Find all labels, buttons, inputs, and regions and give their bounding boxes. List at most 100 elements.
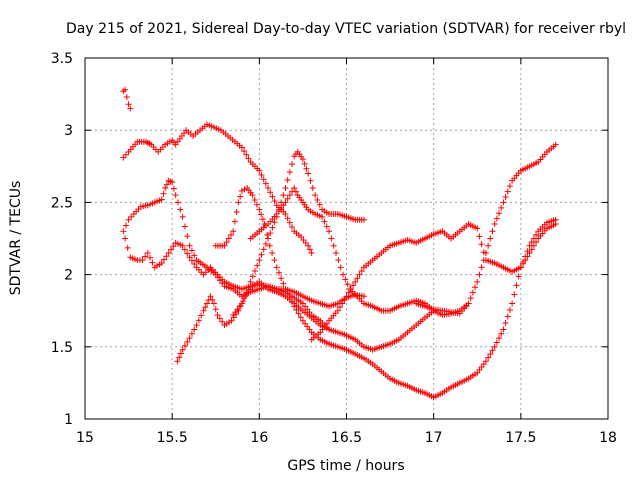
data-point [158, 196, 165, 203]
data-point [496, 210, 503, 217]
x-tick-label: 16.5 [331, 430, 362, 446]
data-point [360, 216, 367, 223]
data-point [269, 224, 276, 231]
data-point [509, 300, 516, 307]
data-point [552, 221, 559, 228]
data-point [493, 215, 500, 222]
data-point [347, 286, 354, 293]
data-point [260, 246, 267, 253]
data-point [184, 233, 191, 240]
data-point [271, 219, 278, 226]
data-point [254, 262, 261, 269]
data-point [275, 269, 282, 276]
data-point [273, 213, 280, 220]
data-point [480, 257, 487, 264]
x-tick-label: 15.5 [157, 430, 188, 446]
x-tick-label: 17 [425, 430, 443, 446]
data-point [237, 193, 244, 200]
data-point [144, 249, 151, 256]
data-point [469, 289, 476, 296]
data-point [241, 295, 248, 302]
data-point [235, 199, 242, 206]
data-point [303, 165, 310, 172]
data-point [344, 281, 351, 288]
data-point [526, 249, 533, 256]
data-point [247, 278, 254, 285]
data-point [184, 338, 191, 345]
data-point [307, 177, 314, 184]
data-point [284, 177, 291, 184]
data-point [262, 240, 269, 247]
data-point [188, 257, 195, 264]
data-point [354, 275, 361, 282]
data-point [504, 313, 511, 320]
data-point [170, 185, 177, 192]
data-point [238, 144, 245, 151]
data-point [485, 242, 492, 249]
data-point [181, 342, 188, 349]
data-point [251, 196, 258, 203]
data-point [262, 180, 269, 187]
data-point [305, 242, 312, 249]
data-point [249, 192, 256, 199]
data-point [528, 246, 535, 253]
data-point [286, 294, 293, 301]
data-point [216, 315, 223, 322]
data-point [293, 306, 300, 313]
data-point [259, 216, 266, 223]
data-point [517, 264, 524, 271]
data-point [269, 249, 276, 256]
data-point [267, 189, 274, 196]
data-point [207, 293, 214, 300]
data-point [321, 218, 328, 225]
data-point [489, 228, 496, 235]
data-point [127, 105, 134, 112]
data-point [474, 278, 481, 285]
data-point [500, 199, 507, 206]
data-point [202, 304, 209, 311]
data-point [289, 223, 296, 230]
data-point [520, 260, 527, 267]
data-point [122, 235, 129, 242]
data-point [496, 335, 503, 342]
data-point [176, 354, 183, 361]
data-point [350, 282, 357, 289]
data-point [328, 235, 335, 242]
data-point [305, 170, 312, 177]
data-point [316, 201, 323, 208]
data-point [260, 176, 267, 183]
x-axis-title: GPS time / hours [287, 458, 404, 474]
x-tick-label: 16 [250, 430, 268, 446]
data-points [120, 86, 559, 401]
data-point [356, 271, 363, 278]
data-point [502, 319, 509, 326]
data-point [122, 86, 129, 93]
data-point [223, 239, 230, 246]
data-point [297, 314, 304, 321]
data-point [193, 322, 200, 329]
data-point [177, 206, 184, 213]
chart-title: Day 215 of 2021, Sidereal Day-to-day VTE… [66, 21, 626, 37]
data-point [306, 246, 313, 253]
data-point [123, 93, 130, 100]
data-point [308, 249, 315, 256]
data-point [326, 228, 333, 235]
data-point [211, 300, 218, 307]
data-point [258, 211, 265, 218]
data-point [139, 257, 146, 264]
data-point [147, 254, 154, 261]
data-point [241, 186, 248, 193]
data-point [179, 242, 186, 249]
y-tick-label: 1.5 [51, 340, 73, 356]
data-point [289, 299, 296, 306]
data-point [291, 184, 298, 191]
data-point [122, 222, 129, 229]
data-point [264, 231, 271, 238]
data-point [243, 151, 250, 158]
data-point [225, 235, 232, 242]
data-point [309, 184, 316, 191]
data-point [552, 141, 559, 148]
data-point [258, 171, 265, 178]
data-point [286, 169, 293, 176]
data-point [487, 351, 494, 358]
